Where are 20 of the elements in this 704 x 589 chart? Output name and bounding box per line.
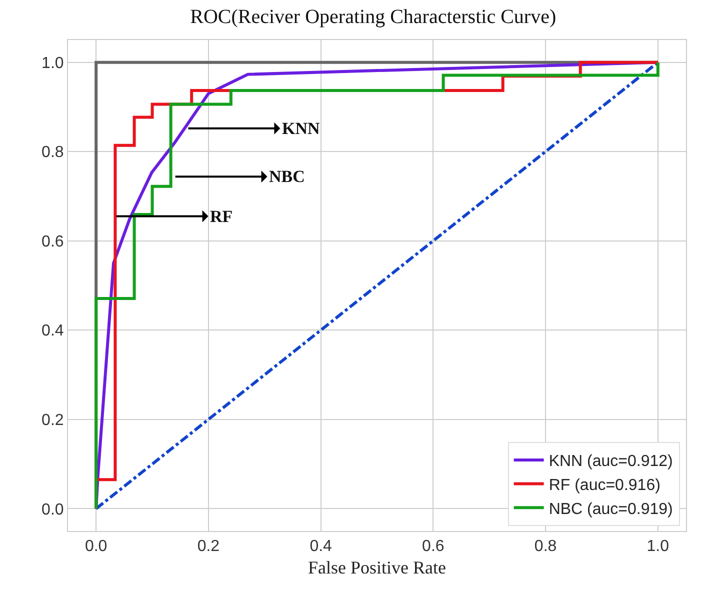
legend-label: RF (auc=0.916) [548,477,660,494]
y-tick-label: 0.0 [42,501,64,518]
x-tick-label: 0.2 [197,538,220,556]
y-tick-label: 0.6 [42,233,64,250]
annotation: KNN [282,119,320,138]
x-axis-title: False Positive Rate [308,557,446,578]
legend-label: NBC (auc=0.919) [548,500,673,518]
x-tick-label: 0.8 [534,538,557,556]
y-tick-label: 1.0 [42,54,64,72]
legend-label: KNN (auc=0.912) [548,453,673,470]
annotation: NBC [269,167,305,186]
y-tick-label: 0.4 [42,322,64,340]
x-tick-label: 0.4 [310,538,332,556]
x-tick-label: 0.0 [84,538,108,556]
x-tick-label: 0.6 [422,538,444,556]
chart-title: ROC(Reciver Operating Characterstic Curve) [190,6,556,28]
x-tick-label: 1.0 [646,538,670,556]
annotation: RF [210,207,233,226]
y-tick-label: 0.8 [42,144,64,162]
y-tick-label: 0.2 [42,412,64,430]
